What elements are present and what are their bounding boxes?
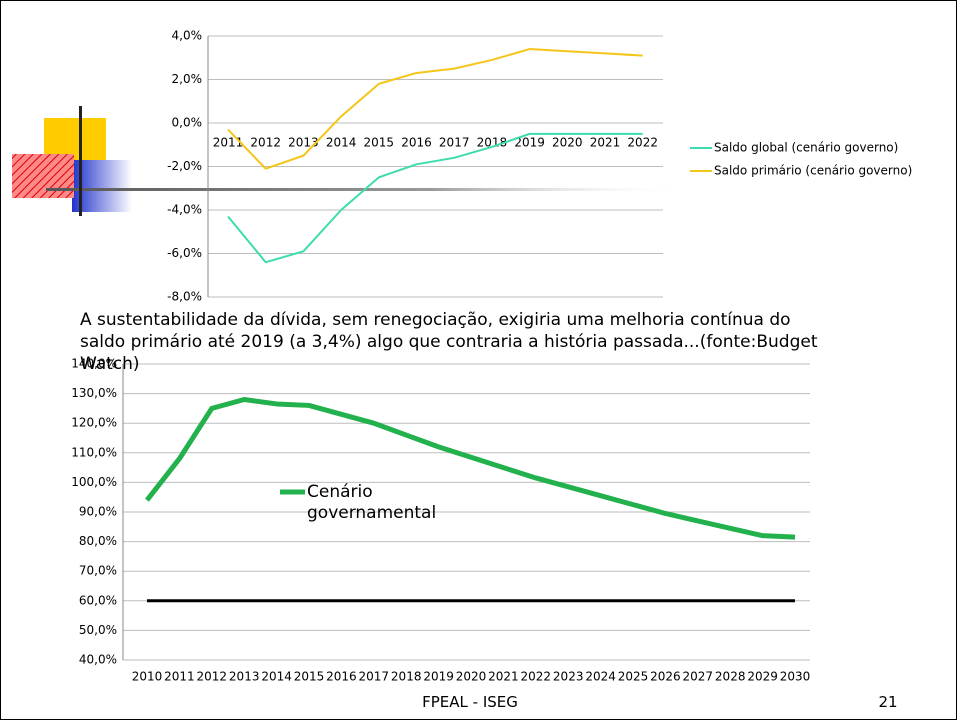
legend-label: Saldo primário (cenário governo) [714,164,912,178]
y-tick-label: 130,0% [71,386,117,400]
y-tick-label: 70,0% [79,564,117,578]
line-series [228,134,643,262]
decor-vline [79,106,82,216]
y-tick-label: -8,0% [167,290,202,304]
line-series [228,49,643,169]
x-tick-label: 2025 [618,670,649,684]
y-tick-label: 0,0% [172,116,203,130]
x-tick-label: 2012 [197,670,228,684]
footer: FPEAL - ISEG [370,693,570,711]
y-tick-label: 100,0% [71,475,117,489]
x-tick-label: 2013 [229,670,260,684]
caption: A sustentabilidade da dívida, sem renego… [80,309,840,375]
x-tick-label: 2017 [359,670,390,684]
x-tick-label: 2012 [250,136,281,150]
x-tick-label: 2019 [423,670,454,684]
x-tick-label: 2011 [213,136,244,150]
page-number: 21 [868,693,908,711]
slide: -8,0%-6,0%-4,0%-2,0%0,0%2,0%4,0%20112012… [0,0,957,720]
x-tick-label: 2020 [552,136,583,150]
x-tick-label: 2010 [132,670,163,684]
line-series [147,400,795,538]
x-tick-label: 2030 [780,670,811,684]
x-tick-label: 2013 [288,136,319,150]
x-tick-label: 2029 [747,670,778,684]
x-tick-label: 2016 [326,670,357,684]
y-tick-label: 60,0% [79,593,117,607]
x-tick-label: 2018 [391,670,422,684]
x-tick-label: 2023 [553,670,584,684]
y-tick-label: 110,0% [71,445,117,459]
legend-label: Saldo global (cenário governo) [714,141,898,155]
legend-label: Cenário governamental [307,482,447,524]
y-tick-label: 80,0% [79,534,117,548]
x-tick-label: 2015 [364,136,395,150]
x-tick-label: 2026 [650,670,681,684]
decor-red [12,154,74,198]
y-tick-label: 120,0% [71,416,117,430]
x-tick-label: 2021 [488,670,519,684]
x-tick-label: 2028 [715,670,746,684]
x-tick-label: 2015 [294,670,325,684]
x-tick-label: 2017 [439,136,470,150]
y-tick-label: 90,0% [79,505,117,519]
x-tick-label: 2021 [590,136,621,150]
y-tick-label: -2,0% [167,159,202,173]
x-tick-label: 2020 [456,670,487,684]
x-tick-label: 2022 [627,136,658,150]
x-tick-label: 2014 [326,136,357,150]
x-tick-label: 2016 [401,136,432,150]
x-tick-label: 2022 [521,670,552,684]
y-tick-label: 50,0% [79,623,117,637]
y-tick-label: -4,0% [167,203,202,217]
y-tick-label: 40,0% [79,653,117,667]
y-tick-label: -6,0% [167,246,202,260]
x-tick-label: 2011 [164,670,195,684]
y-tick-label: 2,0% [172,72,203,86]
y-tick-label: 4,0% [172,29,203,43]
x-tick-label: 2027 [683,670,714,684]
x-tick-label: 2014 [261,670,292,684]
x-tick-label: 2024 [585,670,616,684]
